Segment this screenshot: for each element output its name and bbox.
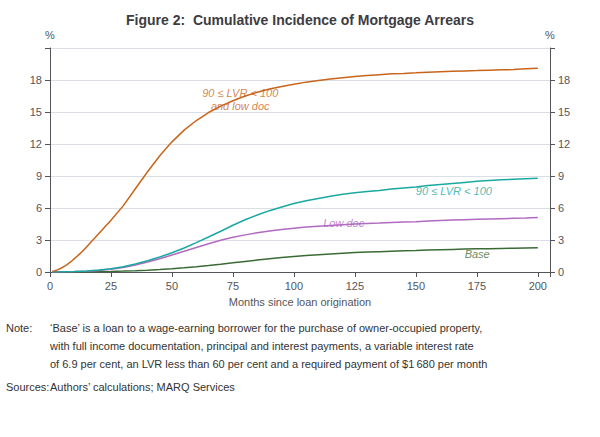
svg-text:12: 12 — [558, 138, 570, 150]
svg-text:Months since loan origination: Months since loan origination — [229, 296, 371, 308]
svg-text:15: 15 — [558, 106, 570, 118]
svg-text:0: 0 — [558, 266, 564, 278]
svg-text:3: 3 — [36, 234, 42, 246]
svg-text:‘Base’ is a loan to a wage-ear: ‘Base’ is a loan to a wage-earning borro… — [50, 322, 482, 334]
svg-text:0: 0 — [36, 266, 42, 278]
svg-text:12: 12 — [30, 138, 42, 150]
svg-text:%: % — [45, 29, 55, 41]
svg-text:of 6.9 per cent, an LVR less t: of 6.9 per cent, an LVR less than 60 per… — [50, 358, 487, 370]
svg-text:with full income documentation: with full income documentation, principa… — [49, 340, 474, 352]
svg-text:9: 9 — [36, 170, 42, 182]
svg-text:100: 100 — [285, 280, 303, 292]
svg-text:3: 3 — [558, 234, 564, 246]
svg-text:Sources:: Sources: — [6, 381, 49, 393]
svg-text:90 ≤ LVR < 100: 90 ≤ LVR < 100 — [416, 185, 493, 197]
svg-text:and low doc: and low doc — [211, 100, 270, 112]
svg-text:200: 200 — [529, 280, 547, 292]
svg-text:6: 6 — [558, 202, 564, 214]
svg-text:125: 125 — [346, 280, 364, 292]
svg-text:9: 9 — [558, 170, 564, 182]
svg-text:Base: Base — [465, 248, 490, 260]
svg-text:Low doc: Low doc — [323, 217, 365, 230]
svg-text:Authors’ calculations; MARQ Se: Authors’ calculations; MARQ Services — [50, 381, 235, 393]
svg-text:Note:: Note: — [6, 322, 32, 334]
svg-text:15: 15 — [30, 106, 42, 118]
svg-text:150: 150 — [407, 280, 425, 292]
svg-text:18: 18 — [30, 74, 42, 86]
svg-text:25: 25 — [105, 280, 117, 292]
svg-text:50: 50 — [166, 280, 178, 292]
svg-text:6: 6 — [36, 202, 42, 214]
svg-text:18: 18 — [558, 74, 570, 86]
svg-text:175: 175 — [468, 280, 486, 292]
svg-text:%: % — [545, 29, 555, 41]
svg-text:75: 75 — [227, 280, 239, 292]
svg-text:90 ≤ LVR < 100: 90 ≤ LVR < 100 — [202, 87, 279, 99]
svg-text:Figure 2: Cumulative Incidenc: Figure 2: Cumulative Incidence of Mortga… — [126, 12, 474, 28]
svg-text:0: 0 — [47, 280, 53, 292]
